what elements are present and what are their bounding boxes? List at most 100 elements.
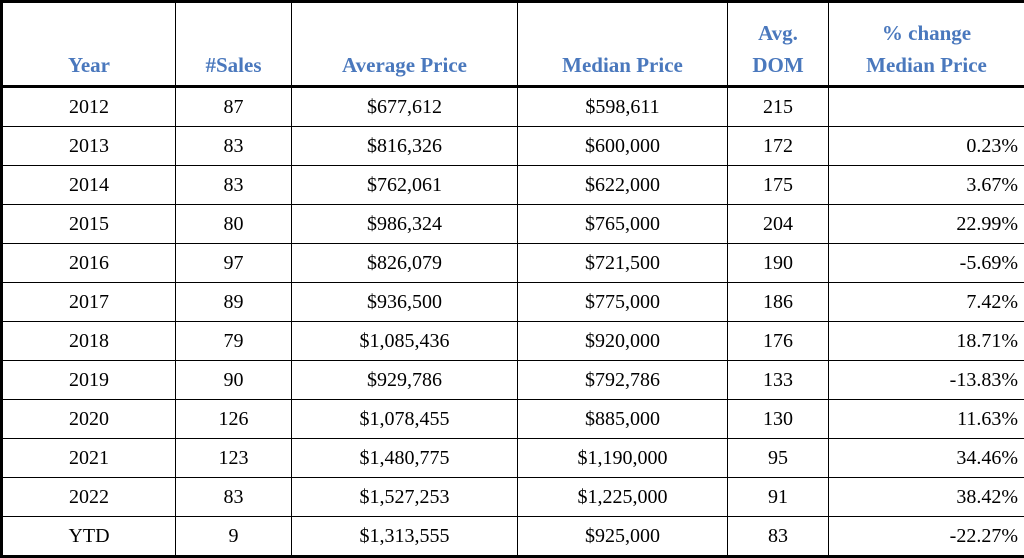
average-price-cell: $762,061 — [292, 166, 518, 205]
average-price-cell: $826,079 — [292, 244, 518, 283]
header-year: Year — [2, 2, 176, 87]
sales-count-cell: 123 — [176, 439, 292, 478]
median-price-cell: $765,000 — [518, 205, 728, 244]
year-cell: 2022 — [2, 478, 176, 517]
sales-count-cell: 83 — [176, 166, 292, 205]
pct-change-cell: 3.67% — [829, 166, 1024, 205]
pct-change-cell — [829, 87, 1024, 127]
avg-dom-cell: 176 — [728, 322, 829, 361]
median-price-cell: $622,000 — [518, 166, 728, 205]
sales-count-cell: 90 — [176, 361, 292, 400]
pct-change-cell: 18.71% — [829, 322, 1024, 361]
average-price-cell: $1,313,555 — [292, 517, 518, 557]
avg-dom-cell: 83 — [728, 517, 829, 557]
year-cell: 2020 — [2, 400, 176, 439]
header-sales: #Sales — [176, 2, 292, 87]
year-cell: YTD — [2, 517, 176, 557]
median-price-cell: $721,500 — [518, 244, 728, 283]
header-median-price: Median Price — [518, 2, 728, 87]
median-price-cell: $920,000 — [518, 322, 728, 361]
pct-change-cell: -22.27% — [829, 517, 1024, 557]
header-year-label: Year — [3, 50, 175, 82]
header-median-price-label: Median Price — [518, 50, 727, 82]
average-price-cell: $1,527,253 — [292, 478, 518, 517]
year-cell: 2013 — [2, 127, 176, 166]
avg-dom-cell: 130 — [728, 400, 829, 439]
pct-change-cell: 0.23% — [829, 127, 1024, 166]
year-cell: 2012 — [2, 87, 176, 127]
pct-change-cell: 22.99% — [829, 205, 1024, 244]
pct-change-cell: 7.42% — [829, 283, 1024, 322]
median-price-cell: $792,786 — [518, 361, 728, 400]
pct-change-cell: -5.69% — [829, 244, 1024, 283]
sales-count-cell: 83 — [176, 478, 292, 517]
year-cell: 2019 — [2, 361, 176, 400]
avg-dom-cell: 133 — [728, 361, 829, 400]
median-price-cell: $1,190,000 — [518, 439, 728, 478]
average-price-cell: $936,500 — [292, 283, 518, 322]
sales-count-cell: 87 — [176, 87, 292, 127]
year-cell: 2018 — [2, 322, 176, 361]
median-price-cell: $925,000 — [518, 517, 728, 557]
avg-dom-cell: 175 — [728, 166, 829, 205]
avg-dom-cell: 186 — [728, 283, 829, 322]
sales-count-cell: 83 — [176, 127, 292, 166]
median-price-cell: $775,000 — [518, 283, 728, 322]
median-price-cell: $598,611 — [518, 87, 728, 127]
header-avg-dom-line1: Avg. — [728, 18, 828, 50]
header-pct-change: % change Median Price — [829, 2, 1024, 87]
sales-count-cell: 126 — [176, 400, 292, 439]
header-avg-dom: Avg. DOM — [728, 2, 829, 87]
avg-dom-cell: 190 — [728, 244, 829, 283]
average-price-cell: $1,078,455 — [292, 400, 518, 439]
year-cell: 2014 — [2, 166, 176, 205]
header-avg-dom-line2: DOM — [728, 50, 828, 82]
average-price-cell: $816,326 — [292, 127, 518, 166]
average-price-cell: $677,612 — [292, 87, 518, 127]
header-average-price-label: Average Price — [292, 50, 517, 82]
sales-count-cell: 97 — [176, 244, 292, 283]
year-cell: 2016 — [2, 244, 176, 283]
sales-count-cell: 9 — [176, 517, 292, 557]
average-price-cell: $1,085,436 — [292, 322, 518, 361]
median-price-cell: $1,225,000 — [518, 478, 728, 517]
median-price-cell: $885,000 — [518, 400, 728, 439]
header-pct-change-line1: % change — [829, 18, 1024, 50]
avg-dom-cell: 95 — [728, 439, 829, 478]
median-price-cell: $600,000 — [518, 127, 728, 166]
year-cell: 2017 — [2, 283, 176, 322]
pct-change-cell: 11.63% — [829, 400, 1024, 439]
avg-dom-cell: 91 — [728, 478, 829, 517]
sales-count-cell: 89 — [176, 283, 292, 322]
avg-dom-cell: 204 — [728, 205, 829, 244]
pct-change-cell: -13.83% — [829, 361, 1024, 400]
year-cell: 2021 — [2, 439, 176, 478]
average-price-cell: $986,324 — [292, 205, 518, 244]
avg-dom-cell: 215 — [728, 87, 829, 127]
header-sales-label: #Sales — [176, 50, 291, 82]
pct-change-cell: 34.46% — [829, 439, 1024, 478]
avg-dom-cell: 172 — [728, 127, 829, 166]
pct-change-cell: 38.42% — [829, 478, 1024, 517]
header-row: Year #Sales Average Price Median Price A… — [2, 2, 1024, 87]
year-cell: 2015 — [2, 205, 176, 244]
header-pct-change-line2: Median Price — [829, 50, 1024, 82]
sales-count-cell: 79 — [176, 322, 292, 361]
average-price-cell: $1,480,775 — [292, 439, 518, 478]
header-average-price: Average Price — [292, 2, 518, 87]
